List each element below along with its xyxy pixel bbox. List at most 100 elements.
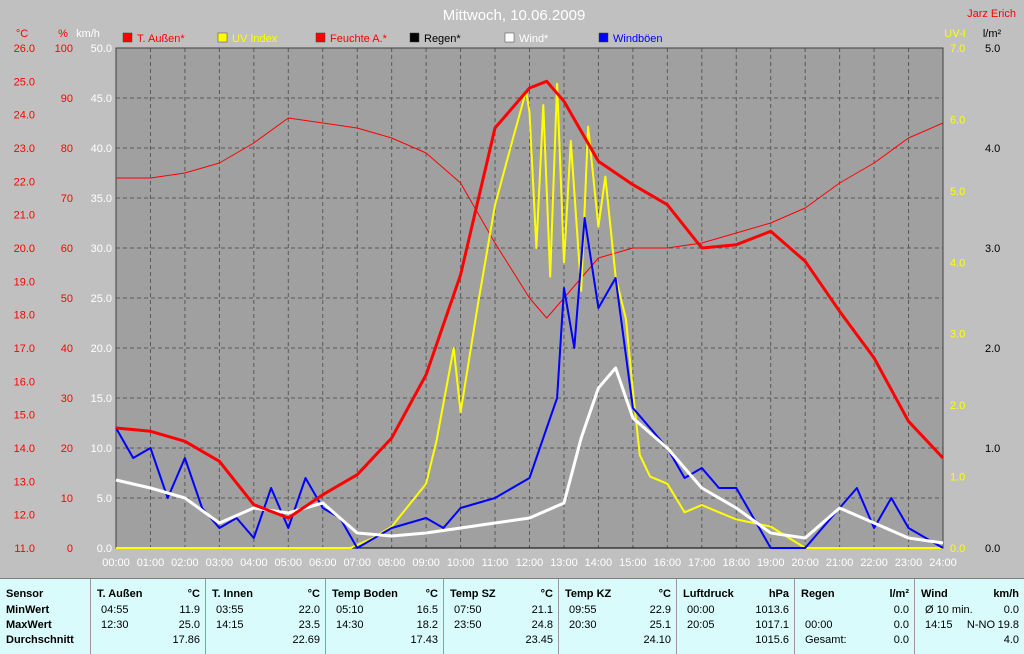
x-tick-label: 04:00	[240, 557, 268, 569]
cell-value: 23.5	[298, 619, 320, 631]
series-lines	[115, 79, 945, 549]
series-line	[116, 82, 943, 549]
uv-tick-label: 2.0	[950, 400, 965, 412]
cell-value: 1017.1	[755, 619, 789, 631]
temp-tick-label: 15.0	[14, 410, 35, 422]
x-tick-label: 03:00	[206, 557, 234, 569]
temp-tick-label: 24.0	[14, 110, 35, 122]
rain-tick-label: 4.0	[985, 143, 1000, 155]
author-label: Jarz Erich	[967, 8, 1016, 20]
axis-unit-labels: °C% km/h UV-I l/m²	[16, 28, 1002, 40]
x-tick-label: 12:00	[516, 557, 544, 569]
humidity-tick-label: 40	[61, 343, 73, 355]
table-column: Luftdruck hPa 00:00 1013.6 20:05 1017.1 1015.6	[676, 579, 795, 654]
statistics-table: Sensor MinWert MaxWert Durchschnitt T. Außen…	[0, 578, 1024, 654]
column-title: Temp Boden	[332, 588, 398, 600]
humidity-tick-label: 70	[61, 193, 73, 205]
cell-label: 14:15	[216, 619, 244, 631]
series-line	[115, 217, 944, 549]
cell-label: 00:00	[805, 619, 833, 631]
temp-tick-label: 25.0	[14, 76, 35, 88]
cell-label: 07:50	[454, 604, 482, 616]
column-unit: °C	[307, 588, 320, 600]
wind-tick-label: 30.0	[91, 243, 112, 255]
cell-label: 05:10	[336, 604, 364, 616]
chart-title: Mittwoch, 10.06.2009	[443, 7, 586, 24]
cell-value: 11.9	[179, 604, 200, 616]
humidity-tick-label: 50	[61, 293, 73, 305]
humidity-unit-label: %	[58, 28, 68, 40]
legend-label: T. Außen*	[137, 33, 185, 45]
x-tick-label: 10:00	[447, 557, 475, 569]
humidity-tick-label: 20	[61, 443, 73, 455]
column-unit: l/m²	[889, 588, 909, 600]
cell-label: Gesamt:	[805, 634, 847, 646]
humidity-tick-label: 10	[61, 493, 73, 505]
legend-swatch	[409, 32, 420, 43]
cell-value: 0.0	[893, 619, 909, 631]
humidity-tick-label: 90	[61, 93, 73, 105]
uv-tick-label: 6.0	[950, 114, 965, 126]
column-unit: °C	[658, 588, 671, 600]
cell-value: 1013.6	[755, 604, 789, 616]
uv-tick-label: 4.0	[950, 257, 965, 269]
uv-tick-label: 3.0	[950, 329, 965, 341]
cell-label: 04:55	[101, 604, 129, 616]
temp-tick-label: 19.0	[14, 276, 35, 288]
rain-tick-label: 1.0	[985, 443, 1000, 455]
cell-label: 12:30	[101, 619, 129, 631]
wind-tick-label: 5.0	[97, 493, 112, 505]
table-column: Wind km/h Ø 10 min. 0.0 14:15 N-NO 19.8 4.0	[914, 579, 1024, 654]
column-unit: km/h	[993, 588, 1019, 600]
cell-value: 0.0	[893, 604, 909, 616]
x-tick-label: 17:00	[688, 557, 716, 569]
x-tick-label: 05:00	[275, 557, 303, 569]
temp-tick-label: 11.0	[14, 543, 35, 555]
cell-label: 23:50	[454, 619, 482, 631]
rain-tick-label: 3.0	[985, 243, 1000, 255]
rain-tick-label: 2.0	[985, 343, 1000, 355]
column-unit: °C	[425, 588, 438, 600]
column-unit: °C	[540, 588, 553, 600]
rain-tick-label: 5.0	[985, 43, 1000, 55]
cell-label: 03:55	[216, 604, 244, 616]
x-tick-label: 08:00	[378, 557, 406, 569]
cell-value: 23.45	[525, 634, 553, 646]
cell-label: 00:00	[687, 604, 715, 616]
cell-label: MaxWert	[6, 619, 52, 631]
wind-tick-label: 35.0	[91, 193, 112, 205]
uv-unit-label: UV-I	[944, 28, 965, 40]
uv-tick-label: 7.0	[950, 43, 965, 55]
column-title: Sensor	[6, 588, 44, 600]
column-title: Temp KZ	[565, 588, 612, 600]
cell-value: 18.2	[416, 619, 438, 631]
x-tick-label: 20:00	[791, 557, 819, 569]
x-tick-label: 06:00	[309, 557, 337, 569]
cell-value: 22.0	[298, 604, 320, 616]
cell-value: 19.8	[997, 619, 1019, 631]
humidity-tick-label: 100	[55, 43, 73, 55]
cell-value: 24.10	[643, 634, 671, 646]
x-tick-label: 16:00	[654, 557, 682, 569]
column-title: Regen	[801, 588, 835, 600]
table-column: Temp SZ °C 07:50 21.1 23:50 24.8 23.45	[443, 579, 559, 654]
cell-label: 20:05	[687, 619, 715, 631]
temp-tick-label: 23.0	[14, 143, 35, 155]
wind-tick-label: 10.0	[91, 443, 112, 455]
legend-swatch	[122, 32, 133, 43]
cell-label: 20:30	[569, 619, 597, 631]
wind-tick-label: 25.0	[91, 293, 112, 305]
temp-tick-label: 18.0	[14, 310, 35, 322]
legend-swatch	[217, 32, 228, 43]
temp-tick-label: 22.0	[14, 176, 35, 188]
uv-tick-label: 1.0	[950, 472, 965, 484]
cell-value: 25.1	[649, 619, 671, 631]
cell-value: 4.0	[1003, 634, 1019, 646]
x-tick-label: 07:00	[343, 557, 371, 569]
cell-value: 1015.6	[755, 634, 789, 646]
wind-tick-label: 40.0	[91, 143, 112, 155]
cell-value: 24.8	[531, 619, 553, 631]
column-title: T. Innen	[212, 588, 253, 600]
x-tick-label: 02:00	[171, 557, 199, 569]
series-line	[115, 79, 945, 520]
